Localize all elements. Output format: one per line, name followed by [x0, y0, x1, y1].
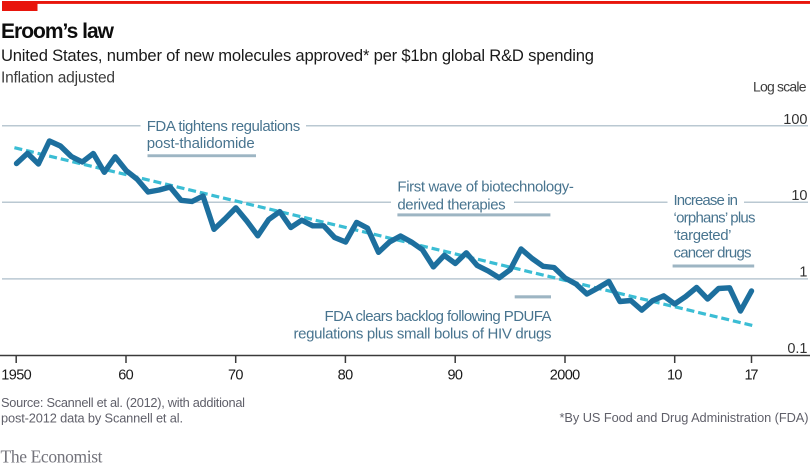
svg-text:United States, number of new m: United States, number of new molecules a… [1, 46, 594, 65]
svg-text:Eroom’s law: Eroom’s law [1, 20, 115, 43]
svg-text:10: 10 [667, 368, 683, 384]
svg-text:0.1: 0.1 [787, 341, 807, 357]
svg-text:The Economist: The Economist [1, 447, 103, 467]
svg-text:*By US Food and Drug Administr: *By US Food and Drug Administration (FDA… [560, 410, 809, 425]
svg-text:FDA clears backlog following P: FDA clears backlog following PDUFA [325, 308, 552, 325]
svg-text:60: 60 [118, 368, 134, 384]
svg-text:‘targeted’: ‘targeted’ [674, 227, 732, 244]
svg-text:‘orphans’ plus: ‘orphans’ plus [674, 210, 756, 227]
svg-text:2000: 2000 [550, 368, 581, 384]
svg-text:1950: 1950 [1, 368, 32, 384]
svg-text:regulations plus small bolus o: regulations plus small bolus of HIV drug… [294, 325, 552, 342]
svg-text:80: 80 [338, 368, 354, 384]
svg-text:17: 17 [745, 368, 759, 384]
svg-text:Increase in: Increase in [674, 192, 739, 209]
svg-text:Source: Scannell et al. (2012): Source: Scannell et al. (2012), with add… [1, 395, 245, 410]
svg-text:90: 90 [447, 368, 463, 384]
svg-text:cancer drugs: cancer drugs [674, 244, 752, 261]
svg-text:derived therapies: derived therapies [397, 197, 505, 214]
svg-text:Log scale: Log scale [753, 79, 807, 95]
svg-text:Inflation adjusted: Inflation adjusted [1, 70, 115, 87]
svg-text:post-thalidomide: post-thalidomide [147, 135, 255, 152]
svg-text:10: 10 [791, 188, 807, 204]
svg-text:100: 100 [783, 112, 807, 128]
svg-text:post-2012 data by Scannell et: post-2012 data by Scannell et al. [1, 411, 183, 426]
svg-text:1: 1 [799, 265, 807, 281]
svg-text:First wave of biotechnology-: First wave of biotechnology- [397, 179, 574, 196]
svg-text:FDA tightens regulations: FDA tightens regulations [147, 118, 301, 135]
svg-text:70: 70 [228, 368, 244, 384]
